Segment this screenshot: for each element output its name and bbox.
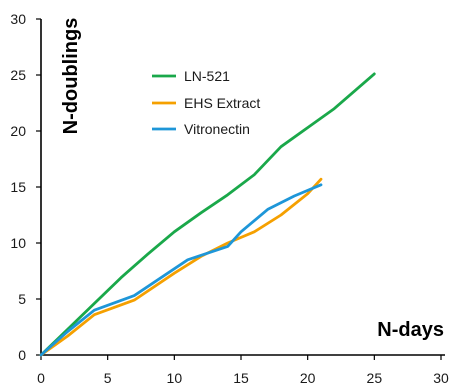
x-tick-label: 0 [37, 370, 45, 385]
legend-label: Vitronectin [184, 121, 250, 137]
series-line-vitronectin [39, 183, 323, 357]
legend-label: EHS Extract [184, 95, 260, 111]
y-tick-label: 15 [10, 179, 26, 195]
legend-item: EHS Extract [152, 95, 260, 111]
legend-item: LN-521 [152, 68, 230, 84]
y-tick-label: 0 [18, 347, 26, 363]
series-line-ln-521 [39, 72, 376, 357]
y-tick-label: 20 [10, 123, 26, 139]
y-tick-label: 25 [10, 67, 26, 83]
x-tick-label: 20 [300, 370, 316, 385]
y-axis-title: N-doublings [60, 18, 82, 135]
x-tick-label: 10 [167, 370, 183, 385]
axis-ticks [36, 18, 442, 360]
x-axis-title: N-days [377, 319, 444, 341]
y-tick-label: 30 [10, 11, 26, 27]
y-axis-tick-labels: 0 5 10 15 20 25 30 [10, 11, 26, 363]
x-tick-label: 5 [104, 370, 112, 385]
legend-item: Vitronectin [152, 121, 250, 137]
x-tick-label: 30 [433, 370, 449, 385]
series-lines [39, 72, 376, 357]
legend: LN-521 EHS Extract Vitronectin [152, 68, 260, 137]
y-tick-label: 5 [18, 291, 26, 307]
series-line-ehs-extract [39, 177, 323, 357]
legend-label: LN-521 [184, 68, 230, 84]
x-axis-tick-labels: 0 5 10 15 20 25 30 [37, 370, 449, 385]
y-tick-label: 10 [10, 235, 26, 251]
x-tick-label: 25 [367, 370, 383, 385]
x-tick-label: 15 [233, 370, 249, 385]
